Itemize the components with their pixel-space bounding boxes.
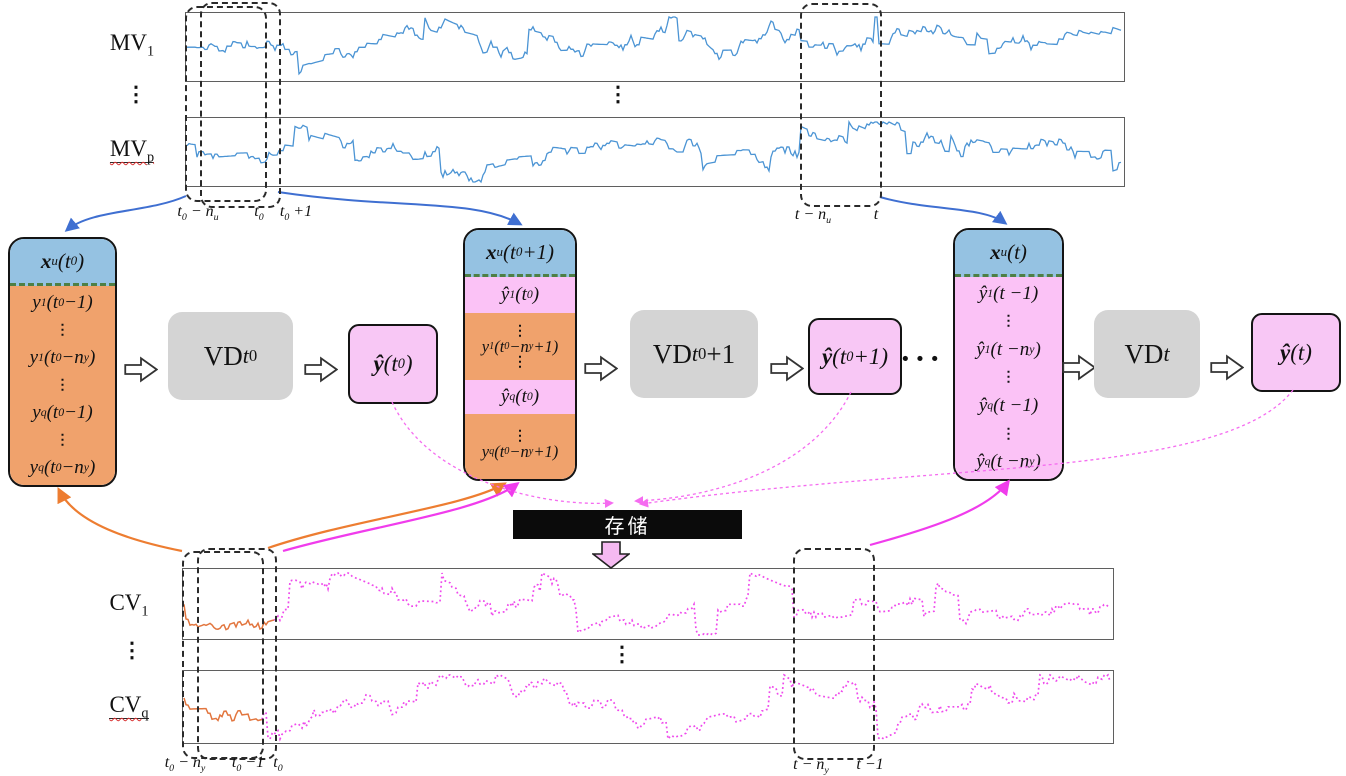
- feature-vector-t0-body: y 1 (t 0 −1) ⋮ y 1 (t 0 −n y) ⋮ y q (t 0 −1) ⋮ y q(…: [10, 286, 115, 485]
- storage-box: 存储: [513, 510, 742, 539]
- tick-t-minus-ny: t − ny: [793, 756, 829, 776]
- output-yhat-t: ŷ (t): [1251, 313, 1341, 392]
- vector-entry: ŷ 1 (t −n y): [976, 338, 1041, 360]
- vector-dots: ⋮: [513, 429, 527, 444]
- tick-t0-minus-1: t0 −1: [231, 754, 265, 775]
- mv-labels-vertical-dots: ⋮: [125, 82, 147, 106]
- arrow-stored-yhat-to-vector-t0-plus-1: [282, 482, 520, 553]
- cv-plots-vertical-dots: ⋮: [611, 642, 633, 666]
- output-yhat-t0: ŷ (t 0): [348, 324, 438, 404]
- feature-vector-t0: x u (t 0) y 1 (t 0 −1) ⋮ y 1 (t 0 −n y) ⋮ y q (t 0 −1…: [8, 237, 117, 487]
- mvp-label-text: MVp: [109, 136, 155, 166]
- feature-vector-t0-plus-1: x u (t 0 +1) ŷ 1 (t 0) ⋮ y 1 (t 0 −n y +1) ⋮ ŷ q (t 0)…: [463, 228, 577, 481]
- arrow-mv-to-vector-t: [879, 196, 1008, 225]
- cv1-label-text: CV1: [109, 590, 149, 620]
- vector-entry: y 1 (t 0 −1): [32, 291, 93, 313]
- cvq-signal-plot: [182, 670, 1114, 744]
- cv-window-t-minus-ny-to-t-minus-1: [793, 548, 875, 760]
- arrow-cv-to-vector-t0: [57, 487, 183, 553]
- mv-window-to-t0-plus-1: [200, 2, 281, 208]
- mvp-signal-plot: [185, 117, 1125, 187]
- mv-window-t0-minus-nu-to-t0: [185, 6, 267, 202]
- vector-dots: ⋮: [55, 322, 70, 338]
- cv-labels-vertical-dots: ⋮: [121, 638, 143, 662]
- flow-arrow-icon: [304, 356, 338, 383]
- vector-band-predicted: ŷ q (t 0): [465, 380, 575, 414]
- mv1-signal-plot: [185, 12, 1125, 82]
- feature-vector-t-body: ŷ 1 (t −1) ⋮ ŷ 1 (t −n y) ⋮ ŷ q (t −1) ⋮ ŷ q (t −…: [955, 277, 1062, 479]
- vector-dots: ⋮: [1001, 426, 1016, 442]
- feature-vector-t: x u (t) ŷ 1 (t −1) ⋮ ŷ 1 (t −n y) ⋮ ŷ q (t −1) ⋮ …: [953, 228, 1064, 481]
- mv1-label-text: MV1: [109, 30, 155, 60]
- vector-entry: ŷ 1 (t −1): [978, 282, 1039, 304]
- flow-arrow-icon: [124, 356, 158, 383]
- storage-down-arrow-icon: [592, 541, 630, 569]
- flow-arrow-icon: [1210, 354, 1244, 381]
- vector-band-measured: ⋮ y 1 (t 0 −n y +1) ⋮: [465, 313, 575, 380]
- arrow-cv-to-vector-t0-plus-1: [267, 482, 507, 550]
- vector-band-measured: ⋮ y q (t 0 −n y +1): [465, 414, 575, 479]
- flow-arrow-icon: [584, 355, 618, 382]
- cv1-signal-plot: [182, 568, 1114, 640]
- vector-dots: ⋮: [55, 377, 70, 393]
- output-yhat-t0-plus-1: ŷ (t 0 +1): [808, 318, 902, 395]
- vector-entry: y 1 (t 0 −n y +1): [481, 336, 559, 356]
- vector-entry: ŷ q (t −n y): [976, 451, 1041, 473]
- vector-band-predicted: ŷ 1 (t 0): [465, 277, 575, 313]
- tick-t-top: t: [873, 206, 879, 223]
- mv1-label: MV1: [93, 30, 171, 60]
- tick-t-minus-1: t −1: [856, 756, 884, 773]
- tick-t0-minus-ny: t0 − ny: [164, 754, 206, 775]
- tick-t-minus-nu: t − nu: [794, 206, 832, 227]
- vector-entry: y q (t 0 −n y): [29, 457, 96, 479]
- tick-t0-top: t0: [254, 203, 264, 224]
- vector-dots: ⋮: [513, 354, 527, 370]
- flow-arrow-icon: [770, 355, 804, 382]
- tick-t0-bottom: t0: [273, 754, 283, 775]
- vector-entry: y q (t 0 −n y +1): [481, 442, 559, 461]
- feature-vector-t-header: x u (t): [955, 230, 1062, 277]
- vector-entry: y 1 (t 0 −n y): [29, 346, 96, 368]
- vector-dots: ⋮: [1001, 370, 1016, 386]
- vd-t-box: VD t: [1094, 310, 1200, 398]
- arrow-yhat-t0-plus-1-to-storage: [634, 391, 852, 506]
- cvq-label-text: CVq: [109, 692, 149, 722]
- continuation-ellipsis: ···: [900, 340, 945, 376]
- flow-arrow-icon: [1062, 354, 1096, 381]
- vector-dots: ⋮: [1001, 314, 1016, 330]
- vd-t0-plus-1-box: VD t 0 +1: [630, 310, 758, 398]
- vector-entry: ŷ q (t 0): [500, 386, 540, 407]
- vector-entry: y q (t 0 −1): [32, 402, 93, 424]
- mvp-label: MVp: [93, 136, 171, 166]
- feature-vector-t0p1-header: x u (t 0 +1): [465, 230, 575, 277]
- vector-entry: ŷ q (t −1): [978, 395, 1039, 417]
- tick-t0-plus-1: t0 +1: [279, 203, 313, 224]
- arrow-cv-to-vector-t: [869, 479, 1010, 547]
- cv1-label: CV1: [93, 590, 165, 620]
- tick-t0-minus-nu: t0 − nu: [177, 203, 219, 224]
- vector-dots: ⋮: [55, 433, 70, 449]
- vector-dots: ⋮: [513, 323, 527, 339]
- mv-window-t-minus-nu-to-t: [800, 3, 882, 207]
- cvq-label: CVq: [93, 692, 165, 722]
- feature-vector-t0-header: x u (t 0): [10, 239, 115, 286]
- vector-entry: ŷ 1 (t 0): [500, 284, 540, 305]
- cv-window-to-t0: [197, 548, 277, 760]
- mv-plots-vertical-dots: ⋮: [607, 82, 629, 106]
